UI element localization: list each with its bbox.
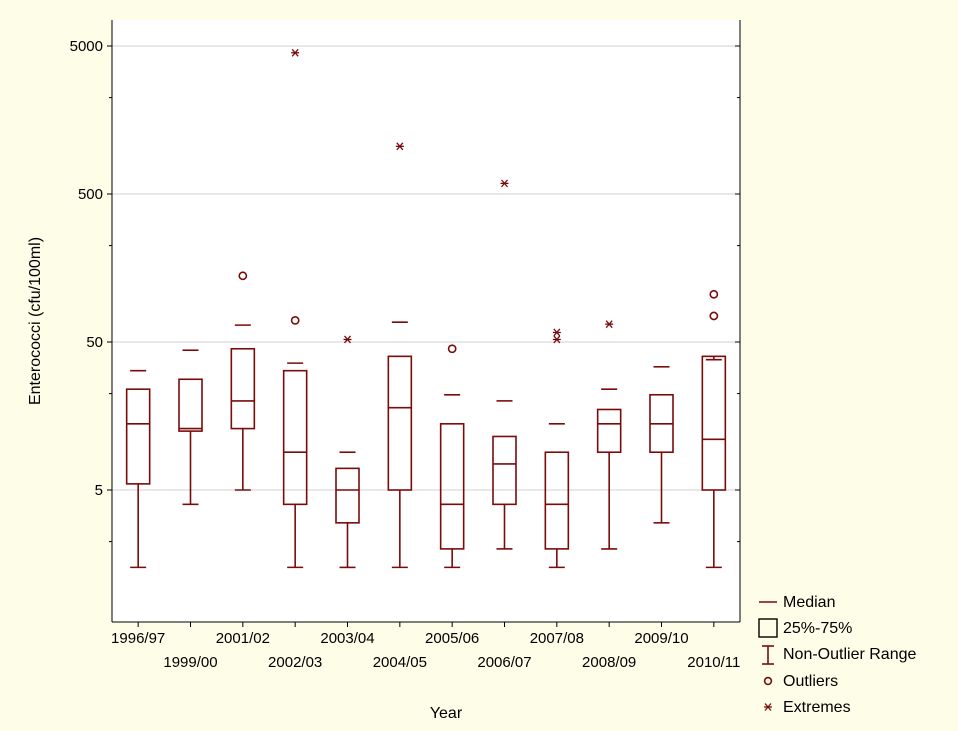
extreme-point xyxy=(500,179,509,188)
box-2005/06 xyxy=(439,344,465,569)
iqr-box xyxy=(178,378,203,432)
extreme-point xyxy=(552,335,561,344)
box-2006/07 xyxy=(492,179,517,550)
legend-item-extreme: Extremes xyxy=(764,699,851,716)
extreme-point xyxy=(395,142,404,151)
extreme-stroke xyxy=(396,142,404,151)
grid-lines xyxy=(112,45,740,491)
box-2008/09 xyxy=(596,320,622,550)
legend-outlier-icon xyxy=(763,676,773,686)
x-tick-label: 2003/04 xyxy=(320,630,374,647)
box-2010/11 xyxy=(701,289,727,569)
legend-item-range: Non-Outlier Range xyxy=(762,645,917,665)
outlier-point xyxy=(709,311,719,321)
x-tick-label: 2009/10 xyxy=(634,630,688,647)
legend-label: Outliers xyxy=(783,673,838,690)
x-tick-label: 1999/00 xyxy=(163,654,217,671)
outlier-point xyxy=(447,344,457,354)
legend-box-icon xyxy=(758,618,778,638)
legend: Median 25%-75% Non-Outlier Range Outliers Ex… xyxy=(758,594,917,716)
box-2009/10 xyxy=(649,365,674,524)
box-2003/04 xyxy=(335,335,360,569)
box-1996/97 xyxy=(125,369,151,569)
x-tick-label: 2006/07 xyxy=(477,654,531,671)
extreme-point xyxy=(343,335,352,344)
box-1999/00 xyxy=(178,349,203,506)
boxes-layer xyxy=(125,48,727,569)
iqr-box xyxy=(544,451,570,550)
iqr-box xyxy=(492,435,517,506)
outlier-point xyxy=(290,315,300,325)
x-tick-label: 1996/97 xyxy=(111,630,165,647)
y-tick-label: 5000 xyxy=(70,38,103,55)
plot-area xyxy=(112,20,740,622)
legend-item-outlier: Outliers xyxy=(763,673,838,690)
legend-label: Extremes xyxy=(783,699,851,716)
extreme-stroke xyxy=(501,179,508,188)
iqr-box xyxy=(125,388,151,485)
y-tick-label: 50 xyxy=(86,334,103,351)
extreme-stroke xyxy=(553,335,561,344)
x-tick-label: 2001/02 xyxy=(216,630,270,647)
box-2007/08 xyxy=(544,328,570,569)
x-tick-label: 2004/05 xyxy=(373,654,427,671)
extreme-stroke xyxy=(605,320,613,329)
legend-item-median: Median xyxy=(759,594,835,611)
box-2002/03 xyxy=(282,48,308,569)
legend-label: Non-Outlier Range xyxy=(783,646,917,663)
x-tick-label: 2007/08 xyxy=(530,630,584,647)
legend-extreme-icon xyxy=(764,703,772,711)
axes-layer: 5 50 500 5000 1996/97 1999/00 2001/02 2002/03 20… xyxy=(70,20,741,671)
x-tick-label: 2008/09 xyxy=(582,654,636,671)
iqr-box xyxy=(335,467,360,524)
y-axis-title: Enterococci (cfu/100ml) xyxy=(27,237,44,405)
iqr-box xyxy=(282,369,308,506)
x-axis-title: Year xyxy=(430,705,463,722)
iqr-box xyxy=(387,355,413,491)
iqr-box xyxy=(439,423,465,550)
x-tick-label: 2005/06 xyxy=(425,630,479,647)
box-2001/02 xyxy=(230,271,256,491)
extreme-point xyxy=(605,320,614,329)
iqr-box xyxy=(701,355,727,491)
extreme-stroke xyxy=(344,335,351,344)
extreme-stroke xyxy=(291,48,299,57)
x-tick-label: 2010/11 xyxy=(687,654,740,671)
x-tick-label: 2002/03 xyxy=(268,654,322,671)
extreme-stroke xyxy=(764,703,772,711)
box-2004/05 xyxy=(387,142,413,569)
extreme-point xyxy=(291,48,300,57)
y-tick-label: 500 xyxy=(78,186,103,203)
extreme-stroke xyxy=(553,328,561,337)
outlier-point xyxy=(238,271,248,281)
outlier-point xyxy=(709,289,719,299)
legend-label: Median xyxy=(783,594,835,611)
legend-label: 25%-75% xyxy=(783,620,852,637)
extreme-point xyxy=(552,328,561,337)
iqr-box xyxy=(596,408,622,454)
iqr-box xyxy=(230,347,256,430)
y-tick-label: 5 xyxy=(95,482,103,499)
legend-item-box: 25%-75% xyxy=(758,618,852,638)
